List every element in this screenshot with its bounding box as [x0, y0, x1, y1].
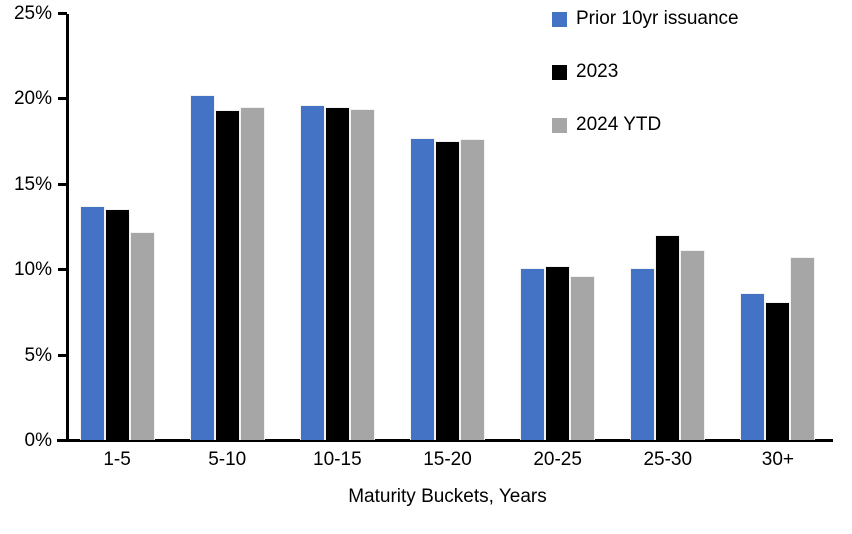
x-axis-labels: 1-5 5-10 10-15 15-20 20-25 25-30 30+ [62, 449, 833, 471]
legend-label: 2023 [576, 61, 619, 82]
bar-group-30 [723, 13, 833, 440]
bar-group-5-10 [172, 13, 282, 440]
bar-2023-25-30 [655, 235, 681, 440]
bar-prior-10yr-issuance-30 [740, 293, 766, 440]
bar-2023-5-10 [214, 110, 240, 440]
x-tick-label-15-20: 15-20 [423, 449, 472, 470]
x-tick-label-25-30: 25-30 [643, 449, 693, 470]
legend: Prior 10yr issuance 2023 2024 YTD [552, 8, 739, 136]
y-tick-mark [58, 439, 67, 442]
legend-item-2023: 2023 [552, 61, 739, 83]
bar-prior-10yr-issuance-25-30 [630, 267, 656, 440]
bar-2023-30 [765, 301, 791, 440]
legend-label: Prior 10yr issuance [576, 8, 739, 29]
x-axis-line [57, 439, 833, 442]
x-axis-title: Maturity Buckets, Years [348, 486, 547, 507]
bar-2023-1-5 [104, 209, 130, 440]
bar-prior-10yr-issuance-5-10 [189, 94, 215, 440]
y-tick-label: 5% [24, 344, 52, 366]
bar-2024-ytd-15-20 [459, 139, 485, 440]
bar-prior-10yr-issuance-10-15 [299, 105, 325, 440]
y-axis-line [66, 14, 69, 441]
x-tick-label-30: 30+ [761, 449, 795, 470]
y-tick-mark [58, 12, 67, 15]
x-tick-label-20-25: 20-25 [533, 449, 582, 470]
bar-group-25-30 [613, 13, 723, 440]
bar-prior-10yr-issuance-1-5 [79, 206, 105, 440]
y-tick-label: 20% [13, 88, 52, 110]
y-tick-mark [58, 97, 67, 101]
y-tick-mark [58, 268, 67, 272]
bar-prior-10yr-issuance-15-20 [409, 137, 435, 440]
legend-item-prior-10yr-issuance: Prior 10yr issuance [552, 8, 739, 30]
y-tick-label: 15% [13, 173, 52, 195]
bar-prior-10yr-issuance-20-25 [520, 267, 546, 440]
bar-2024-ytd-30 [790, 257, 816, 440]
bar-2024-ytd-20-25 [570, 276, 596, 440]
y-tick-mark [58, 353, 67, 357]
legend-marker-icon [552, 117, 567, 133]
bar-group-10-15 [282, 13, 392, 440]
bar-2024-ytd-10-15 [349, 108, 375, 440]
bar-group-15-20 [392, 13, 502, 440]
x-tick-label-10-15: 10-15 [313, 449, 362, 470]
y-tick-mark [58, 182, 67, 186]
y-tick-label: 25% [13, 3, 52, 24]
x-tick-label-1-5: 1-5 [103, 449, 131, 470]
bar-2023-20-25 [545, 265, 571, 440]
legend-marker-icon [552, 64, 567, 80]
bar-2023-10-15 [324, 106, 350, 440]
plot-area [62, 13, 833, 440]
legend-marker-icon [552, 11, 567, 27]
legend-label: 2024 YTD [576, 114, 662, 135]
bar-2024-ytd-5-10 [239, 106, 265, 440]
legend-item-2024-ytd: 2024 YTD [552, 114, 739, 136]
x-tick-label-5-10: 5-10 [208, 449, 247, 470]
bar-2023-15-20 [434, 141, 460, 440]
y-tick-label: 0% [24, 430, 52, 451]
bar-group-20-25 [503, 13, 613, 440]
bar-2024-ytd-25-30 [680, 250, 706, 440]
bar-2024-ytd-1-5 [129, 231, 155, 440]
bar-group-1-5 [62, 13, 172, 440]
y-tick-label: 10% [13, 259, 52, 281]
